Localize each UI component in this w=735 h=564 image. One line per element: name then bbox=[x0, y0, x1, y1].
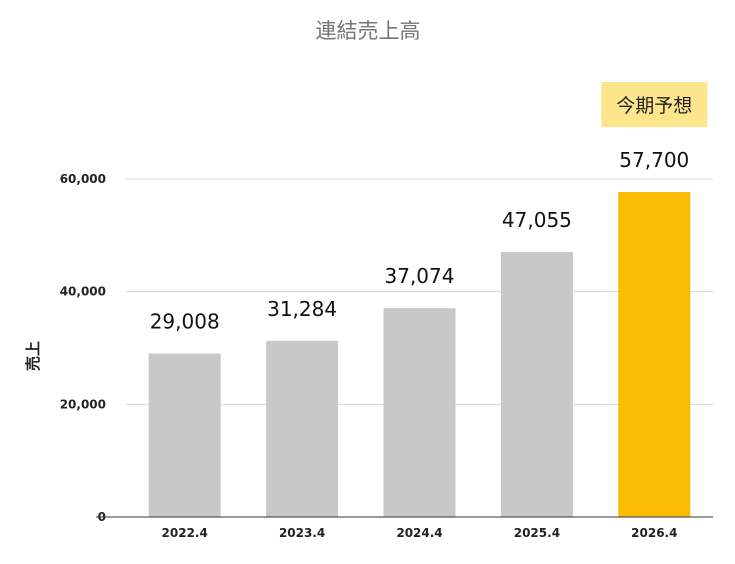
y-axis-label: 売上 bbox=[24, 341, 42, 371]
x-tick-label: 2024.4 bbox=[396, 526, 442, 540]
data-label: 37,074 bbox=[385, 264, 455, 288]
forecast-annotation: 今期予想 bbox=[601, 82, 708, 127]
bar bbox=[266, 340, 339, 517]
annotation-box bbox=[601, 82, 708, 127]
x-tick-labels: 2022.4 2023.4 2024.4 2025.4 2026.4 bbox=[162, 526, 678, 540]
data-label: 57,700 bbox=[619, 148, 689, 172]
bar bbox=[148, 353, 221, 517]
y-tick-label: 40,000 bbox=[60, 285, 106, 299]
annotation-label: 今期予想 bbox=[616, 95, 692, 117]
x-tick-label: 2025.4 bbox=[514, 526, 560, 540]
x-tick-label: 2026.4 bbox=[631, 526, 677, 540]
chart-title: 連結売上高 bbox=[316, 19, 421, 43]
y-tick-label: 20,000 bbox=[60, 397, 106, 411]
data-label: 31,284 bbox=[267, 297, 337, 321]
y-tick-label: 60,000 bbox=[60, 172, 106, 186]
bars bbox=[148, 191, 691, 517]
data-labels: 29,008 31,284 37,074 47,055 57,700 bbox=[150, 148, 690, 334]
bar bbox=[618, 191, 691, 517]
bar bbox=[383, 308, 456, 517]
data-label: 29,008 bbox=[150, 310, 220, 334]
bar bbox=[500, 251, 573, 517]
data-label: 47,055 bbox=[502, 208, 572, 232]
x-tick-label: 2022.4 bbox=[162, 526, 208, 540]
x-tick-label: 2023.4 bbox=[279, 526, 325, 540]
